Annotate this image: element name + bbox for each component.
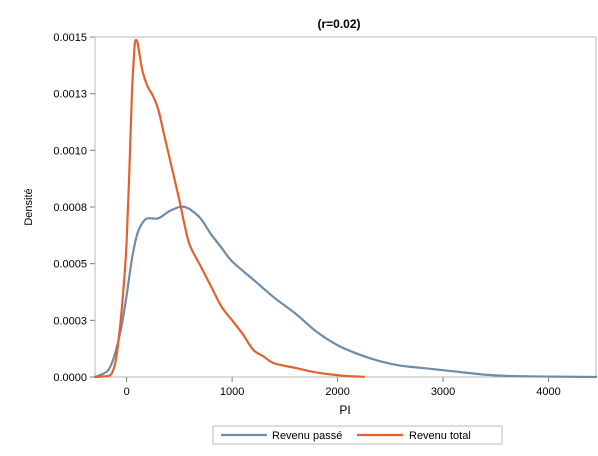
x-tick-label: 0 bbox=[124, 386, 130, 398]
plot-frame bbox=[94, 36, 597, 378]
series-line-1 bbox=[93, 38, 366, 379]
y-tick-label: 0.0015 bbox=[53, 32, 87, 44]
legend-label-1: Revenu total bbox=[409, 430, 471, 442]
x-tick-label: 2000 bbox=[325, 386, 349, 398]
x-axis-label: PI bbox=[339, 403, 350, 417]
x-tick-label: 1000 bbox=[220, 386, 244, 398]
y-axis-label: Densité bbox=[23, 188, 35, 225]
chart-title: (r=0.02) bbox=[317, 17, 360, 31]
x-axis: 0 1000 2000 3000 4000 bbox=[124, 377, 561, 398]
x-tick-label: 4000 bbox=[536, 386, 560, 398]
y-tick-label: 0.0000 bbox=[53, 372, 87, 384]
y-tick-label: 0.0008 bbox=[53, 202, 87, 214]
y-tick-label: 0.0005 bbox=[53, 259, 87, 271]
y-tick-label: 0.0013 bbox=[53, 89, 87, 101]
legend-label-0: Revenu passé bbox=[272, 430, 342, 442]
legend: Revenu passé Revenu total bbox=[221, 430, 471, 442]
y-axis: 0.0000 0.0003 0.0005 0.0008 0.0010 0.0013 0.00… bbox=[53, 32, 95, 384]
series-line-0 bbox=[93, 205, 598, 379]
y-tick-label: 0.0003 bbox=[53, 315, 87, 327]
y-tick-label: 0.0010 bbox=[53, 145, 87, 157]
x-tick-label: 3000 bbox=[431, 386, 455, 398]
series-lines bbox=[93, 38, 598, 379]
